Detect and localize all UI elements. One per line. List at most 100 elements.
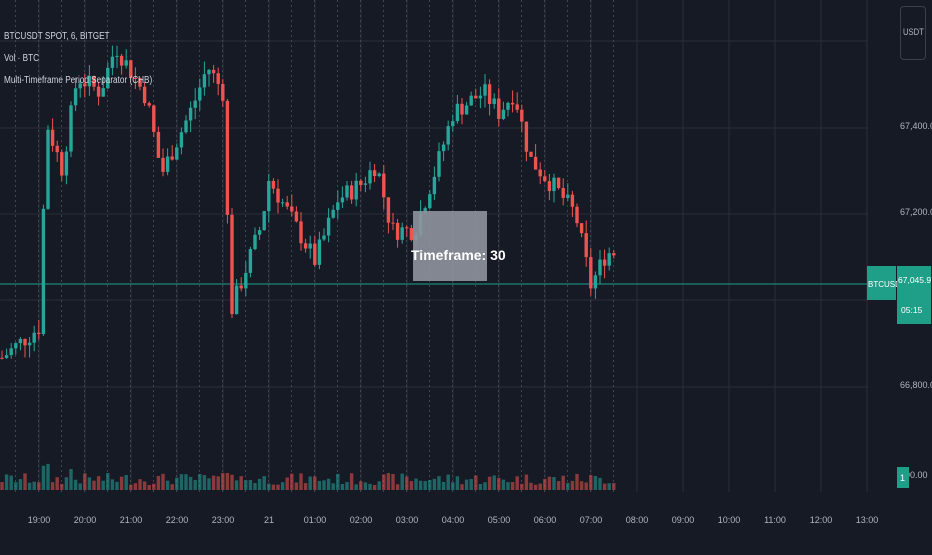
volume-bar <box>184 474 188 490</box>
volume-bar <box>303 483 308 490</box>
volume-bar <box>552 477 556 490</box>
candle-body <box>561 188 565 198</box>
candles <box>0 45 616 360</box>
volume-bar <box>510 482 515 490</box>
time-label: 07:00 <box>580 515 603 525</box>
volume-bar <box>566 482 570 490</box>
volume-bar <box>32 481 36 490</box>
candle-body <box>119 55 124 66</box>
candle-body <box>271 180 276 189</box>
time-label: 22:00 <box>166 515 189 525</box>
currency-label: USDT <box>903 27 924 37</box>
volume-legend[interactable]: Vol · BTC <box>4 53 40 64</box>
volume-bar <box>156 475 161 490</box>
candle-body <box>570 194 575 207</box>
volume-bar <box>96 476 101 490</box>
candle-body <box>575 206 579 224</box>
price-tick-1: 67,400.00 <box>900 121 932 131</box>
volume-bar <box>27 482 32 490</box>
candle-body <box>464 105 469 115</box>
volume-bar <box>221 473 225 490</box>
candle-body <box>73 88 78 106</box>
volume-bar <box>234 480 239 490</box>
volume-bar <box>432 478 437 490</box>
candle-body <box>188 107 193 121</box>
time-axis[interactable]: 19:00 20:00 21:00 22:00 23:00 21 01:00 02:00 03:… <box>28 515 879 525</box>
candle-body <box>27 342 32 346</box>
volume-bar <box>37 482 41 490</box>
volume-bar <box>129 484 133 490</box>
volume-bar <box>87 477 92 490</box>
time-label: 13:00 <box>856 515 879 525</box>
volume-bar <box>575 473 579 490</box>
candle-body <box>326 217 331 236</box>
time-label: 19:00 <box>28 515 51 525</box>
candle-body <box>41 208 46 335</box>
candle-body <box>83 83 87 87</box>
candle-body <box>547 181 552 192</box>
volume-bar <box>46 463 50 490</box>
candle-body <box>405 227 409 229</box>
currency-button[interactable]: USDT <box>900 6 926 60</box>
volume-bar <box>198 474 202 490</box>
volume-bar <box>138 479 142 490</box>
candle-body <box>202 74 207 88</box>
indicator-legend[interactable]: Multi-Timeframe Period Separator (CHB) <box>4 75 153 86</box>
volume-bar <box>579 481 584 490</box>
candle-body <box>391 222 395 224</box>
time-label: 03:00 <box>396 515 419 525</box>
volume-bar <box>506 482 510 490</box>
volume-bar <box>207 478 211 490</box>
time-label: 23:00 <box>212 515 235 525</box>
volume-bar <box>193 480 197 490</box>
price-axis[interactable]: 67,400.00 67,200.00 66,800.00 500.00 <box>900 121 932 480</box>
candle-body <box>455 103 460 122</box>
volume-bar <box>345 482 349 490</box>
candle-body <box>156 131 161 158</box>
volume-bar <box>55 477 59 490</box>
volume-bar <box>317 480 322 490</box>
candle-body <box>377 173 381 177</box>
volume-bar <box>607 483 611 490</box>
volume-bar <box>147 484 151 490</box>
candle-body <box>9 348 13 356</box>
candle-body <box>372 170 377 177</box>
volume-bar <box>455 476 460 490</box>
timeframe-overlay-box: Timeframe: 30 <box>411 211 506 281</box>
candle-body <box>368 170 372 184</box>
candle-body <box>0 357 4 359</box>
candle-body <box>4 355 9 358</box>
candle-body <box>18 339 23 344</box>
volume-bar <box>110 479 115 490</box>
volume-bar <box>83 473 87 490</box>
candle-body <box>386 197 391 223</box>
last-price-value: 67,045.97 <box>898 275 932 285</box>
volume-bar <box>106 473 110 490</box>
candle-body <box>612 253 616 256</box>
candle-body <box>446 126 450 145</box>
candle-body <box>437 151 441 177</box>
volume-bar <box>533 484 538 490</box>
candle-body <box>478 95 483 99</box>
volume-bar <box>179 474 184 490</box>
candle-body <box>487 84 492 104</box>
candle-body <box>23 339 27 346</box>
volume-bar <box>280 482 285 490</box>
volume-bar <box>294 482 299 490</box>
svg-text:1: 1 <box>900 473 905 483</box>
time-label: 11:00 <box>764 515 786 525</box>
symbol-legend[interactable]: BTCUSDT SPOT, 6, BITGET <box>4 31 110 42</box>
volume-bar <box>313 476 317 490</box>
candle-body <box>552 177 556 192</box>
candle-body <box>142 86 147 104</box>
candle-body <box>317 239 322 265</box>
price-tag-bg <box>897 266 931 324</box>
candle-body <box>497 98 501 119</box>
volume-bar <box>285 477 289 490</box>
volume-bar <box>64 477 69 490</box>
time-label: 21 <box>264 515 274 525</box>
candle-body <box>207 69 211 75</box>
candle-body <box>308 243 312 249</box>
